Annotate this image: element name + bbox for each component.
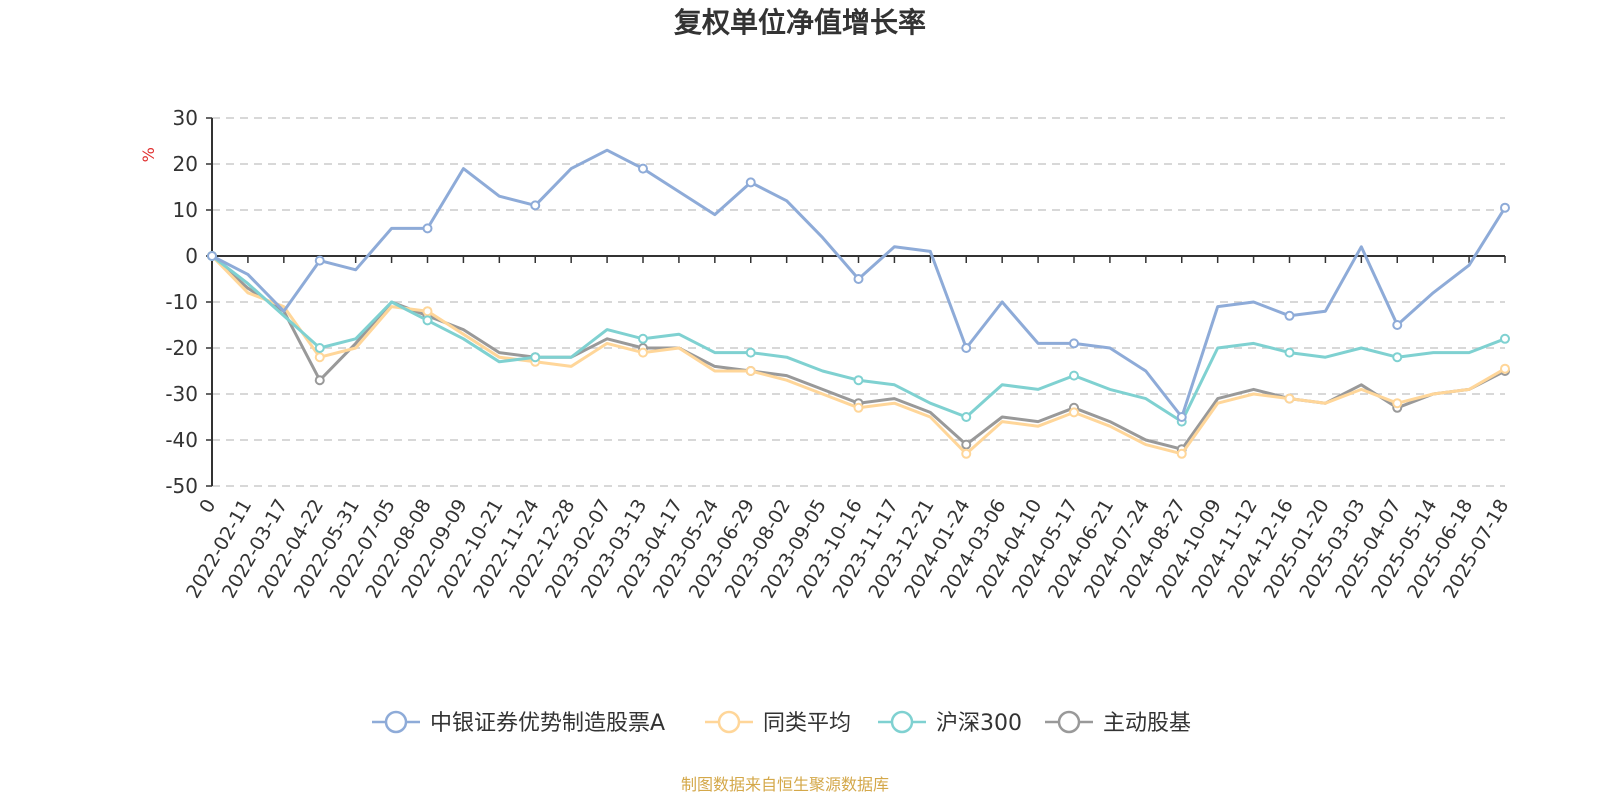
series-point bbox=[1284, 393, 1295, 404]
series-point bbox=[207, 251, 217, 261]
series-point bbox=[961, 439, 972, 450]
series-point bbox=[1069, 407, 1079, 418]
series-point bbox=[1069, 338, 1079, 349]
series-point bbox=[1392, 320, 1403, 330]
series-point bbox=[1500, 363, 1510, 374]
legend-item[interactable]: 主动股基 bbox=[1045, 710, 1191, 736]
series-point bbox=[853, 375, 864, 386]
y-tick-label: -40 bbox=[165, 428, 198, 452]
series-lines bbox=[207, 148, 1510, 459]
y-tick-label: 20 bbox=[173, 152, 198, 176]
series-point bbox=[1176, 448, 1187, 459]
series-point bbox=[314, 343, 325, 353]
series-point bbox=[1176, 412, 1187, 422]
series-point bbox=[745, 177, 756, 188]
y-tick-label: 0 bbox=[185, 244, 198, 268]
series-point bbox=[1284, 347, 1295, 358]
series-line bbox=[210, 254, 1506, 451]
legend-marker bbox=[1057, 710, 1081, 734]
series-point bbox=[314, 255, 325, 266]
y-tick-label: -20 bbox=[165, 336, 198, 360]
x-tick-label: 0 bbox=[195, 496, 220, 517]
x-tick-labels: 02022-02-112022-03-172022-04-222022-05-3… bbox=[182, 495, 1513, 602]
series-point bbox=[1284, 310, 1295, 321]
series-point bbox=[1392, 352, 1403, 363]
series-point bbox=[530, 200, 541, 211]
series-point bbox=[745, 347, 756, 358]
source-text: 制图数据来自恒生聚源数据库 bbox=[681, 775, 889, 794]
series-point bbox=[638, 347, 648, 358]
series-point bbox=[961, 343, 972, 353]
legend-marker bbox=[890, 710, 914, 734]
y-tick-label: -10 bbox=[165, 290, 198, 314]
chart-title: 复权单位净值增长率 bbox=[674, 6, 926, 39]
y-tick-label: -50 bbox=[165, 474, 198, 498]
y-tick-label: 30 bbox=[173, 106, 198, 130]
legend-label: 主动股基 bbox=[1103, 711, 1191, 736]
series-point bbox=[745, 366, 756, 376]
legend-label: 中银证券优势制造股票A bbox=[430, 711, 665, 736]
series-point bbox=[314, 352, 325, 363]
series-point bbox=[1500, 202, 1510, 213]
legend-marker bbox=[384, 710, 408, 734]
series-point bbox=[1500, 333, 1510, 344]
legend-label: 同类平均 bbox=[763, 711, 851, 736]
series-point bbox=[422, 315, 433, 326]
series-point bbox=[530, 352, 541, 363]
legend-marker bbox=[717, 710, 741, 734]
series-point bbox=[314, 375, 325, 386]
series-point bbox=[638, 333, 648, 344]
series-point bbox=[1069, 370, 1079, 381]
y-tick-label: -30 bbox=[165, 382, 198, 406]
legend-item[interactable]: 同类平均 bbox=[705, 710, 851, 736]
series-point bbox=[961, 448, 972, 459]
series-point bbox=[422, 306, 433, 317]
series-point bbox=[853, 402, 864, 413]
series-point bbox=[1392, 398, 1403, 409]
series-point bbox=[853, 274, 864, 284]
series-point bbox=[638, 163, 648, 174]
legend: 中银证券优势制造股票A 同类平均 沪深300 主动股基 bbox=[372, 710, 1191, 736]
legend-item[interactable]: 沪深300 bbox=[878, 710, 1022, 736]
y-tick-labels: 30 20 10 0 -10 -20 -30 -40 -50 bbox=[165, 106, 198, 498]
legend-label: 沪深300 bbox=[936, 711, 1022, 736]
series-point bbox=[961, 412, 972, 422]
legend-item[interactable]: 中银证券优势制造股票A bbox=[372, 710, 665, 736]
y-tick-label: 10 bbox=[173, 198, 198, 222]
y-axis-unit: % bbox=[139, 147, 158, 162]
axes bbox=[206, 117, 1506, 487]
grid-lines bbox=[212, 117, 1505, 487]
series-point bbox=[422, 223, 433, 234]
